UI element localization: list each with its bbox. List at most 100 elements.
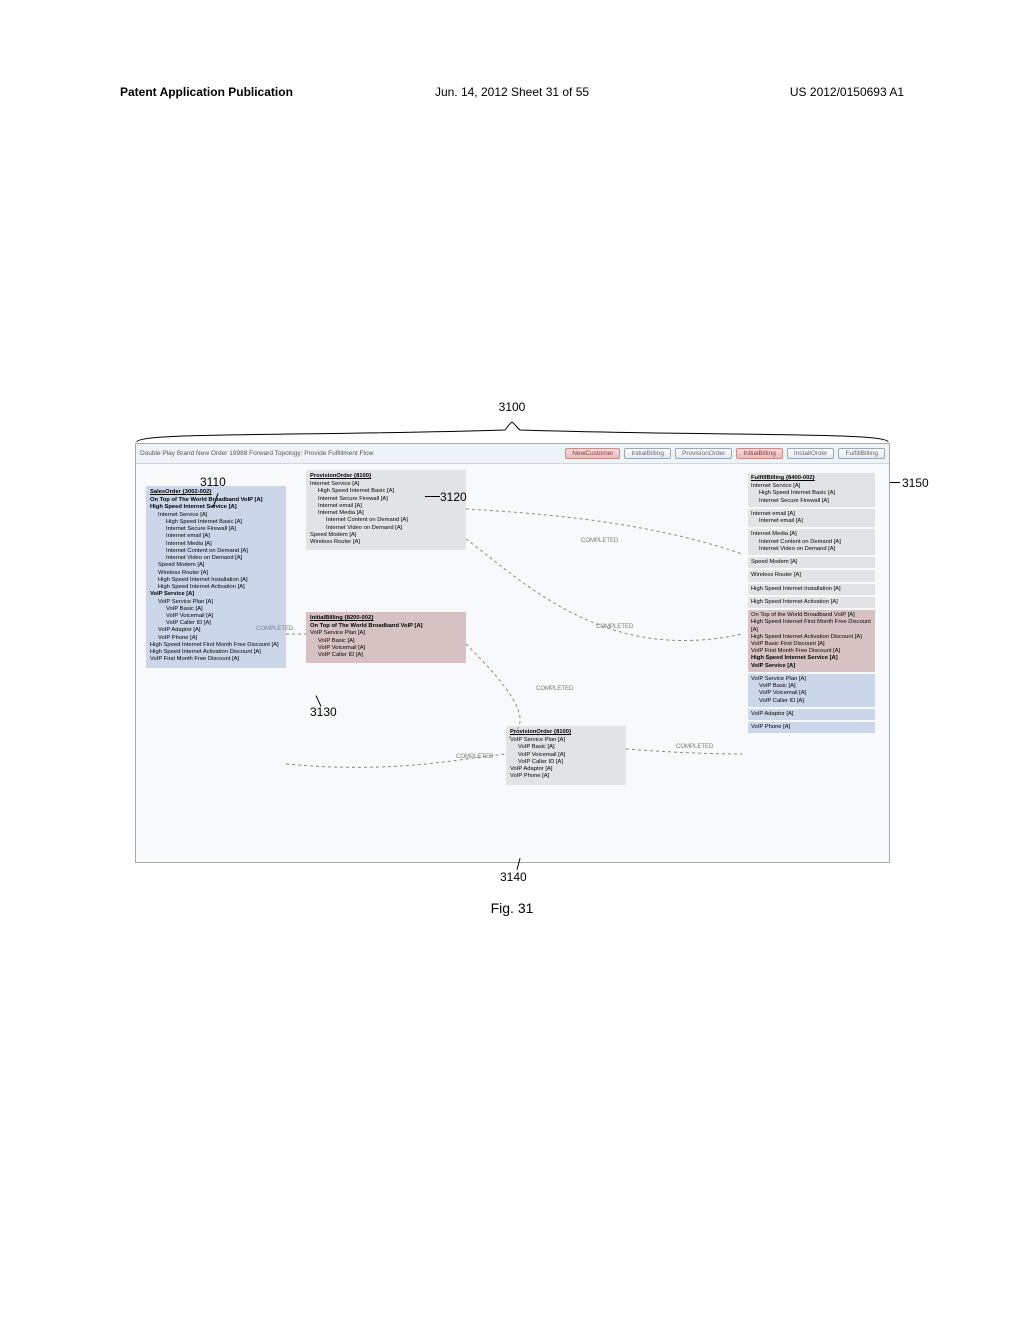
tb-provisionorder[interactable]: ProvisionOrder bbox=[675, 448, 732, 459]
header-right: US 2012/0150693 A1 bbox=[790, 85, 904, 99]
box-provisionorder: ProvisionOrder {8100} Internet Service [… bbox=[306, 470, 466, 550]
sales-l2c: Internet Secure Firewall [A] bbox=[150, 526, 282, 533]
prov2-l1c: VoIP Caller ID [A] bbox=[510, 759, 622, 766]
inst-c1b: VoIP Voicemail [A] bbox=[751, 690, 872, 697]
inst-a5: Wireless Router [A] bbox=[751, 572, 872, 579]
sales-l7c: VoIP Voicemail [A] bbox=[150, 613, 282, 620]
sales-l7b: VoIP Basic [A] bbox=[150, 606, 282, 613]
inst-c3: VoIP Phone [A] bbox=[751, 724, 872, 731]
bill-title: InitialBilling {8200-002} bbox=[310, 615, 462, 622]
inst-b5: VoIP First Month Free Discount [A] bbox=[751, 648, 872, 655]
sales-l2d: Internet email [A] bbox=[150, 533, 282, 540]
inst-c1c: VoIP Caller ID [A] bbox=[751, 698, 872, 705]
bill-l1: On Top of The World Broadband VoIP [A] bbox=[310, 623, 462, 630]
inst-a4: Speed Modem [A] bbox=[751, 559, 872, 566]
inst-a3: Internet Media [A] bbox=[751, 531, 872, 538]
sales-l2a: Internet Service [A] bbox=[150, 512, 282, 519]
prov2-l1: VoIP Service Plan [A] bbox=[510, 737, 622, 744]
edge-2: COMPLETED bbox=[581, 538, 618, 544]
inst-a3b: Internet Video on Demand [A] bbox=[751, 546, 872, 553]
inst-a3a: Internet Content on Demand [A] bbox=[751, 539, 872, 546]
sales-l2g: Internet Video on Demand [A] bbox=[150, 555, 282, 562]
inst-c2: VoIP Adaptor [A] bbox=[751, 711, 872, 718]
sales-l2f: Internet Content on Demand [A] bbox=[150, 548, 282, 555]
inst-b2: High Speed Internet First Month Free Dis… bbox=[751, 619, 872, 633]
inst-c1a: VoIP Basic [A] bbox=[751, 683, 872, 690]
inst-b1: On Top of the World Broadband VoIP [A] bbox=[751, 612, 872, 619]
edge-5: COMPLETED bbox=[676, 744, 713, 750]
sales-l7d: VoIP Caller ID [A] bbox=[150, 620, 282, 627]
box-initialbilling: InitialBilling {8200-002} On Top of The … bbox=[306, 612, 466, 663]
inst-b7: VoIP Service [A] bbox=[751, 663, 872, 670]
ref-3110: 3110 bbox=[200, 475, 226, 489]
ref-3150: 3150 bbox=[902, 476, 929, 490]
curly-brace bbox=[135, 420, 890, 444]
sales-l7: VoIP Service [A] bbox=[150, 591, 282, 598]
inst-title: FulfillBilling {8400-002} bbox=[751, 475, 872, 482]
box-provisionorder-2: ProvisionOrder {8100} VoIP Service Plan … bbox=[506, 726, 626, 785]
sales-l6: High Speed Internet Activation [A] bbox=[150, 584, 282, 591]
inst-a1b: Internet Secure Firewall [A] bbox=[751, 498, 872, 505]
prov-l3: Wireless Router [A] bbox=[310, 539, 462, 546]
sales-l9: High Speed Internet Activation Discount … bbox=[150, 649, 282, 656]
inst-a2a: Internet email [A] bbox=[751, 518, 872, 525]
sales-l8: High Speed Internet First Month Free Dis… bbox=[150, 642, 282, 649]
prov-l1f: Internet Video on Demand [A] bbox=[310, 525, 462, 532]
tb-fulfillbilling[interactable]: FulfillBilling bbox=[838, 448, 885, 459]
sales-l10: VoIP First Month Free Discount [A] bbox=[150, 656, 282, 663]
bill-l2c: VoIP Caller ID [A] bbox=[310, 652, 462, 659]
tb-newcustomer[interactable]: NewCustomer bbox=[565, 448, 620, 459]
inst-a2: Internet email [A] bbox=[751, 511, 872, 518]
inst-b6: High Speed Internet Service [A] bbox=[751, 655, 872, 662]
prov2-title: ProvisionOrder {8100} bbox=[510, 729, 622, 736]
sales-l7a: VoIP Service Plan [A] bbox=[150, 599, 282, 606]
inst-a1: Internet Service [A] bbox=[751, 483, 872, 490]
header-center: Jun. 14, 2012 Sheet 31 of 55 bbox=[435, 85, 589, 99]
edge-4: COMPLETED bbox=[536, 686, 573, 692]
sales-l7f: VoIP Phone [A] bbox=[150, 635, 282, 642]
prov-title: ProvisionOrder {8100} bbox=[310, 473, 462, 480]
tb-initialbilling[interactable]: InitialBilling bbox=[624, 448, 671, 459]
prov-l1c: Internet email [A] bbox=[310, 503, 462, 510]
diagram-frame: Double Play Brand New Order 19988 Forwar… bbox=[135, 443, 890, 863]
ref-3140: 3140 bbox=[500, 870, 527, 884]
bill-l2a: VoIP Basic [A] bbox=[310, 638, 462, 645]
inst-a1a: High Speed Internet Basic [A] bbox=[751, 490, 872, 497]
prov2-l1b: VoIP Voicemail [A] bbox=[510, 752, 622, 759]
box-salesorder: SalesOrder {3002-002} On Top of The Worl… bbox=[146, 486, 286, 668]
sales-l5: High Speed Internet Installation [A] bbox=[150, 577, 282, 584]
sales-l4: Wireless Router [A] bbox=[150, 570, 282, 577]
edge-4b: COMPLETED bbox=[456, 754, 493, 760]
sales-l2e: Internet Media [A] bbox=[150, 541, 282, 548]
header-left: Patent Application Publication bbox=[120, 85, 293, 99]
prov2-l3: VoIP Phone [A] bbox=[510, 773, 622, 780]
toolbar: Double Play Brand New Order 19988 Forwar… bbox=[136, 444, 889, 464]
tb-initialbilling2[interactable]: InitialBilling bbox=[736, 448, 783, 459]
inst-b3: High Speed Internet Activation Discount … bbox=[751, 634, 872, 641]
toolbar-label: Double Play Brand New Order 19988 Forwar… bbox=[140, 450, 373, 457]
ref-3120: 3120 bbox=[440, 490, 467, 504]
canvas: COMPLETED COMPLETED COMPLETED COMPLETED … bbox=[136, 464, 889, 862]
prov-l1e: Internet Content on Demand [A] bbox=[310, 517, 462, 524]
sales-l2b: High Speed Internet Basic [A] bbox=[150, 519, 282, 526]
sales-l2: High Speed Internet Service [A] bbox=[150, 504, 282, 511]
prov-l2: Speed Modem [A] bbox=[310, 532, 462, 539]
box-fulfillbilling: FulfillBilling {8400-002} Internet Servi… bbox=[744, 470, 879, 739]
inst-c1: VoIP Service Plan [A] bbox=[751, 676, 872, 683]
prov-l1: Internet Service [A] bbox=[310, 481, 462, 488]
prov2-l2: VoIP Adaptor [A] bbox=[510, 766, 622, 773]
sales-l7e: VoIP Adaptor [A] bbox=[150, 627, 282, 634]
inst-a7: High Speed Internet Activation [A] bbox=[751, 599, 872, 606]
inst-a6: High Speed Internet Installation [A] bbox=[751, 586, 872, 593]
page-header: Patent Application Publication Jun. 14, … bbox=[0, 85, 1024, 103]
inst-b4: VoIP Basic First Discount [A] bbox=[751, 641, 872, 648]
edge-3: COMPLETED bbox=[596, 624, 633, 630]
figure-caption: Fig. 31 bbox=[491, 900, 534, 916]
prov-l1d: Internet Media [A] bbox=[310, 510, 462, 517]
sales-l3: Speed Modem [A] bbox=[150, 562, 282, 569]
tb-installorder[interactable]: InstallOrder bbox=[787, 448, 835, 459]
bill-l2b: VoIP Voicemail [A] bbox=[310, 645, 462, 652]
lead-3120 bbox=[425, 496, 440, 497]
ref-3130: 3130 bbox=[310, 705, 337, 719]
bill-l2: VoIP Service Plan [A] bbox=[310, 630, 462, 637]
